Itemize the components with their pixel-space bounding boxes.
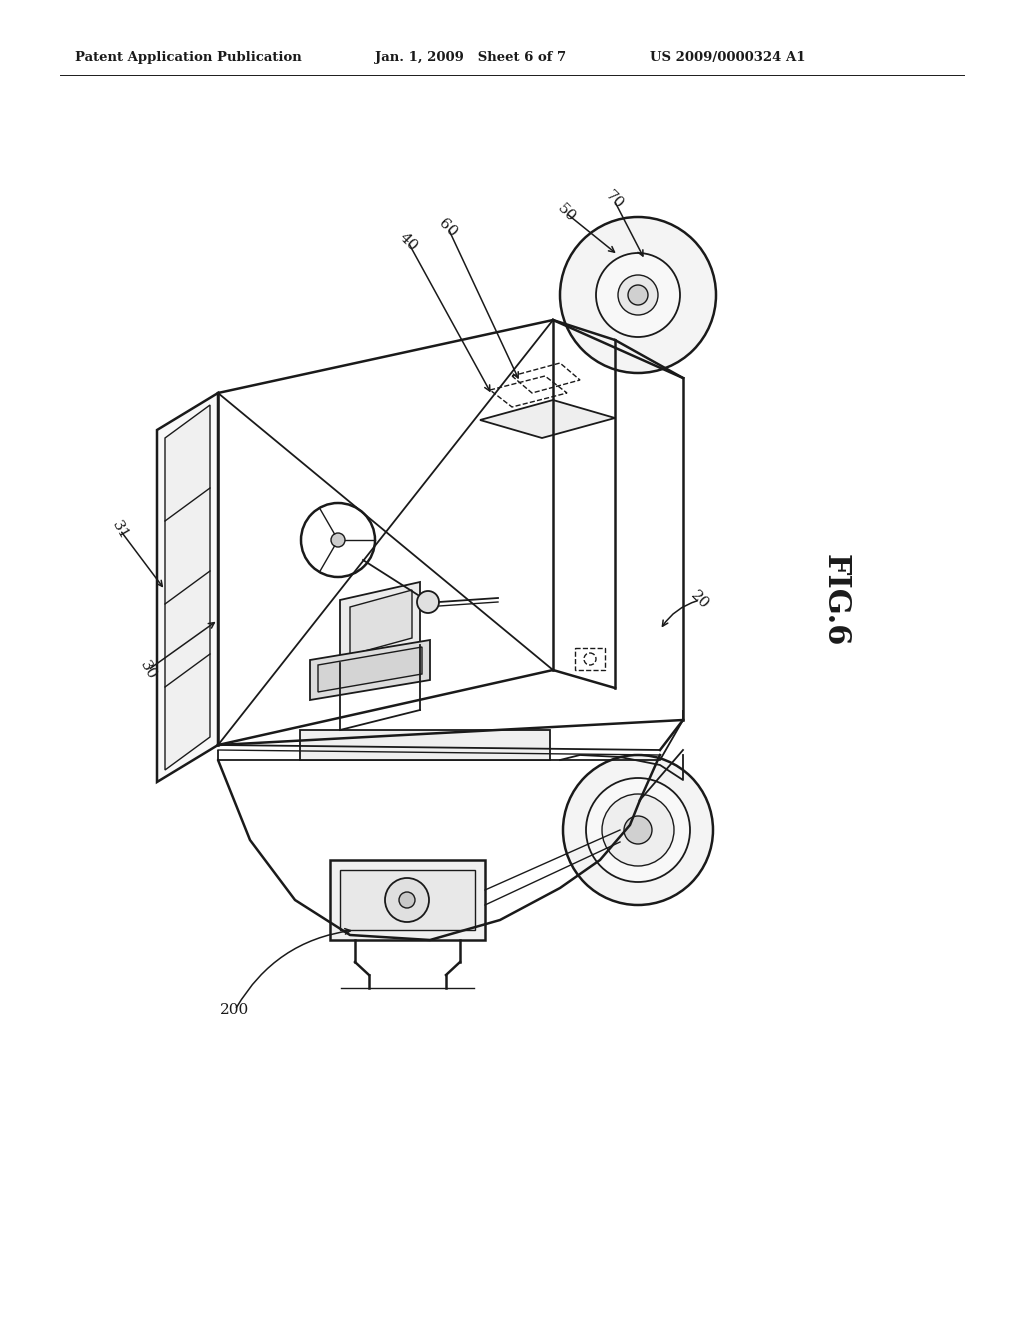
- Polygon shape: [340, 582, 420, 663]
- Circle shape: [618, 275, 658, 315]
- Circle shape: [602, 795, 674, 866]
- Text: 30: 30: [137, 659, 159, 682]
- Text: US 2009/0000324 A1: US 2009/0000324 A1: [650, 51, 806, 65]
- Text: 70: 70: [602, 189, 626, 211]
- Bar: [330, 861, 485, 940]
- Text: 50: 50: [554, 201, 578, 224]
- Circle shape: [417, 591, 439, 612]
- Circle shape: [560, 216, 716, 374]
- Polygon shape: [165, 405, 210, 770]
- Circle shape: [596, 253, 680, 337]
- Text: Jan. 1, 2009   Sheet 6 of 7: Jan. 1, 2009 Sheet 6 of 7: [375, 51, 566, 65]
- Text: 31: 31: [110, 519, 131, 543]
- Polygon shape: [480, 400, 615, 438]
- Text: 20: 20: [688, 589, 712, 612]
- Polygon shape: [318, 647, 422, 692]
- Text: 200: 200: [220, 1003, 250, 1016]
- Circle shape: [331, 533, 345, 546]
- Circle shape: [563, 755, 713, 906]
- Bar: [340, 870, 475, 931]
- Text: 60: 60: [436, 216, 460, 240]
- Circle shape: [399, 892, 415, 908]
- Polygon shape: [310, 640, 430, 700]
- Polygon shape: [350, 590, 412, 655]
- Circle shape: [385, 878, 429, 921]
- Text: 40: 40: [396, 230, 420, 253]
- Circle shape: [586, 777, 690, 882]
- Polygon shape: [300, 730, 550, 760]
- Circle shape: [628, 285, 648, 305]
- Text: Patent Application Publication: Patent Application Publication: [75, 51, 302, 65]
- Circle shape: [624, 816, 652, 843]
- Polygon shape: [157, 393, 218, 781]
- Text: FIG.6: FIG.6: [819, 554, 851, 647]
